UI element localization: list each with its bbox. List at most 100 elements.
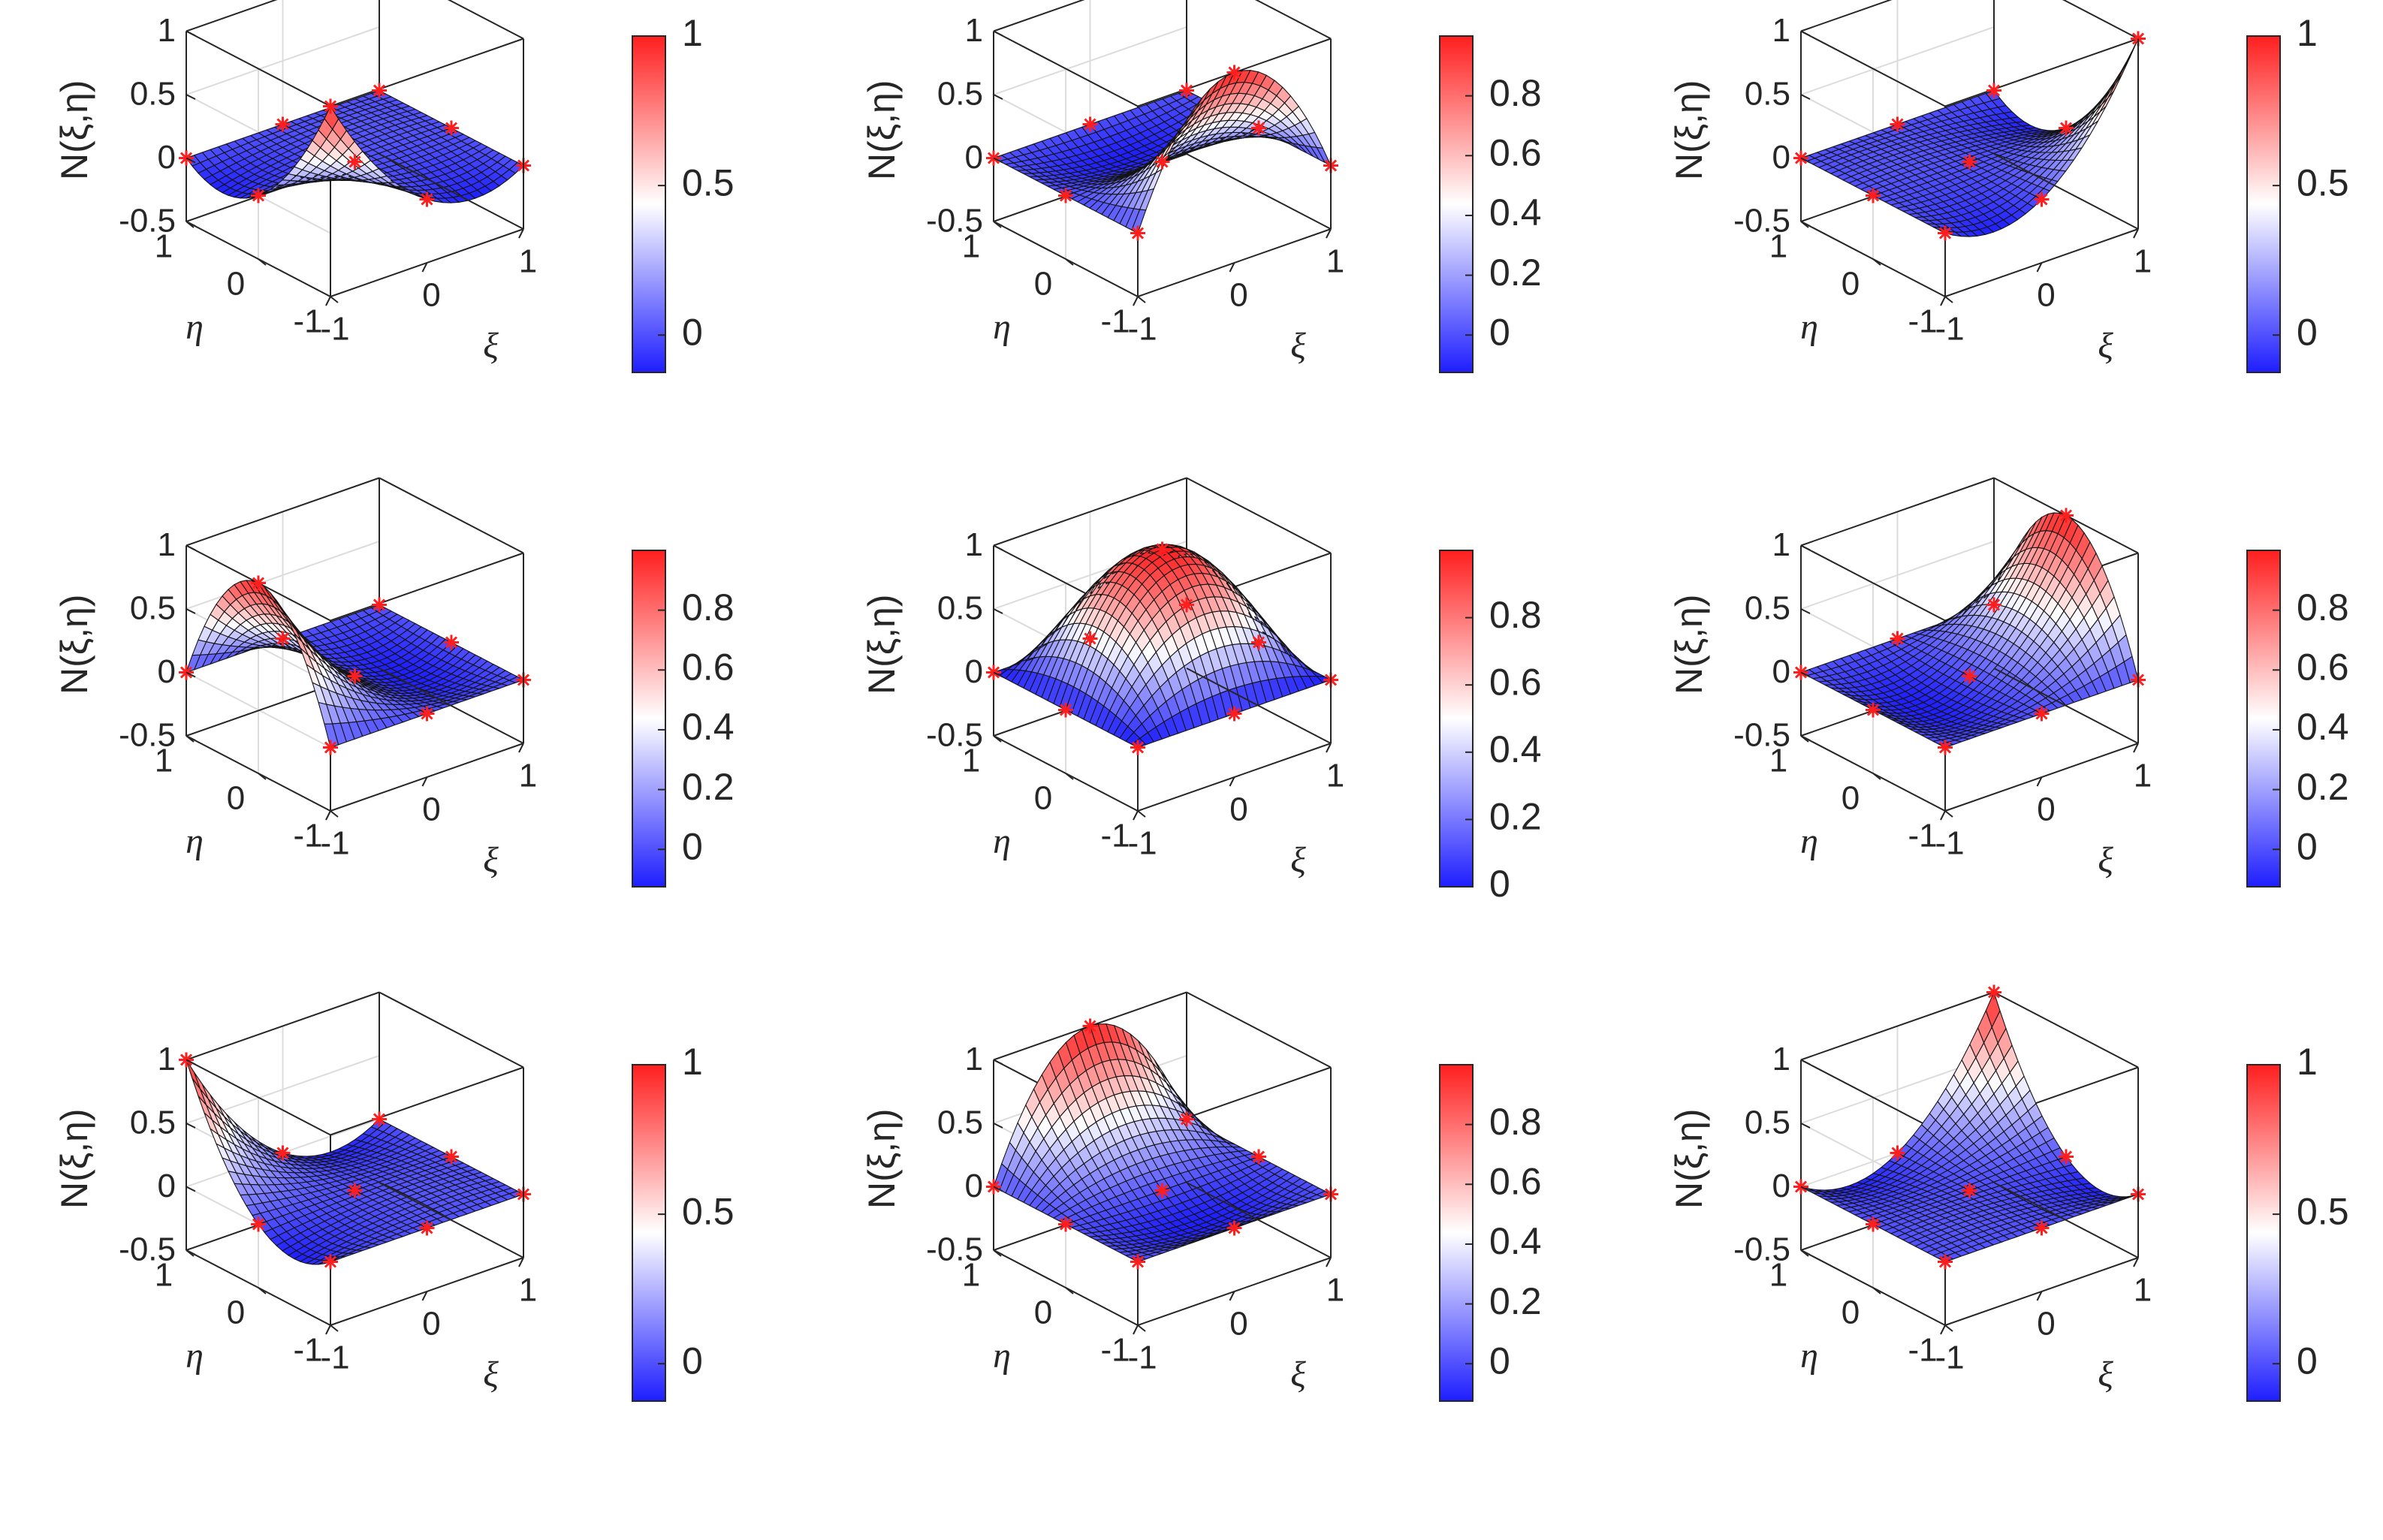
z-tick-mark <box>993 157 1003 164</box>
surface <box>1800 512 2139 749</box>
z-tick-mark <box>186 30 196 37</box>
xi-tick-label: 0 <box>422 791 440 828</box>
colorbar-tick-label: 0.8 <box>1489 594 1542 636</box>
z-tick-label: 1 <box>965 12 983 49</box>
colorbar-tick-label: 0.2 <box>1489 252 1542 294</box>
eta-axis-label: η <box>1800 307 1818 347</box>
axis-box-edge <box>379 153 524 230</box>
surface <box>993 1023 1332 1263</box>
surface <box>1800 38 2139 237</box>
colorbar-tick-label: 0 <box>1489 863 1510 905</box>
colorbar-tick-label: 0.5 <box>2297 161 2349 203</box>
node-marker <box>1251 120 1266 136</box>
axis-box-edge <box>447 0 524 40</box>
marker-stroke <box>373 84 386 97</box>
eta-axis-label: η <box>993 307 1011 347</box>
node-marker <box>275 631 291 646</box>
xi-tick-label: 0 <box>422 277 440 314</box>
xi-tick-mark <box>325 810 331 821</box>
surface <box>186 89 524 203</box>
eta-tick-mark <box>993 221 1002 228</box>
eta-tick-label: 1 <box>155 743 173 779</box>
z-tick-label: 0 <box>1772 139 1790 176</box>
colorbar-tick-label: 0.8 <box>2297 586 2349 628</box>
xi-tick-label: -1 <box>1935 825 1964 862</box>
node-marker <box>1082 631 1098 646</box>
xi-tick-label: 1 <box>2134 758 2152 794</box>
xi-tick-label: -1 <box>1127 311 1157 348</box>
z-tick-mark <box>186 608 196 614</box>
colorbar <box>1439 35 1474 373</box>
marker-stroke <box>1252 122 1265 134</box>
eta-tick-label: 0 <box>1842 780 1860 817</box>
eta-tick-mark <box>1137 296 1146 303</box>
node-marker <box>323 98 338 114</box>
z-tick-label: 0 <box>965 653 983 690</box>
node-marker <box>1890 631 1905 646</box>
z-tick-label: 0.5 <box>130 1105 176 1141</box>
colorbar-tick-label: 0.4 <box>2297 706 2349 748</box>
z-tick-mark <box>993 544 1003 551</box>
eta-axis-label: η <box>993 821 1011 861</box>
colorbar-tick-label: 0.2 <box>1489 796 1542 838</box>
eta-tick-mark <box>1944 810 1953 818</box>
xi-tick-mark <box>1940 296 1946 306</box>
xi-axis-label: ξ <box>2098 840 2113 880</box>
xi-tick-label: 1 <box>1326 243 1344 280</box>
xi-tick-label: 0 <box>422 1306 440 1343</box>
z-tick-mark <box>186 544 196 551</box>
node-marker <box>323 740 338 755</box>
node-marker <box>251 575 266 591</box>
z-tick-label: 0.5 <box>937 590 983 627</box>
xi-tick-mark <box>1326 228 1332 239</box>
node-marker <box>2034 191 2050 207</box>
eta-tick-label: -1 <box>293 303 322 340</box>
z-tick-mark <box>993 30 1003 37</box>
z-tick-label: 0.5 <box>937 76 983 113</box>
z-tick-mark <box>993 94 1003 100</box>
z-tick-label: 0 <box>158 1168 176 1204</box>
xi-tick-mark <box>1133 810 1139 821</box>
z-tick-mark <box>1800 608 1811 614</box>
eta-tick-label: -1 <box>1100 818 1130 854</box>
axis-box-edge <box>1800 30 1946 107</box>
xi-tick-label: 1 <box>1326 758 1344 794</box>
node-marker <box>347 668 363 684</box>
eta-axis-label: η <box>186 1336 204 1376</box>
node-marker <box>444 120 459 136</box>
axis-box-edge <box>186 30 331 107</box>
axis-box-edge <box>1800 0 1893 32</box>
z-tick-label: 0.5 <box>1745 590 1790 627</box>
surface <box>186 580 524 749</box>
node-marker <box>2059 508 2074 523</box>
xi-tick-label: -1 <box>320 311 349 348</box>
eta-axis-label: η <box>1800 821 1818 861</box>
marker-stroke <box>252 189 265 202</box>
axis-box-edge <box>993 30 1139 107</box>
xi-tick-label: 1 <box>519 243 537 280</box>
axis-box-edge <box>379 991 524 1068</box>
eta-tick-label: -1 <box>1908 818 1937 854</box>
eta-tick-label: 1 <box>962 228 980 265</box>
xi-tick-mark <box>421 262 428 273</box>
xi-tick-label: 0 <box>1229 791 1247 828</box>
colorbar-tick-label: 0.2 <box>2297 766 2349 808</box>
marker-stroke <box>421 193 433 206</box>
marker-stroke <box>324 100 337 113</box>
node-marker <box>275 116 291 132</box>
node-marker <box>2059 120 2074 136</box>
node-marker <box>275 1145 291 1161</box>
z-tick-label: 1 <box>1772 12 1790 49</box>
z-tick-label: 1 <box>158 1041 176 1077</box>
node-marker <box>323 1254 338 1270</box>
eta-tick-label: 0 <box>1034 266 1052 303</box>
z-tick-label: 0.5 <box>130 76 176 113</box>
eta-tick-mark <box>330 296 339 303</box>
xi-tick-label: -1 <box>320 1340 349 1376</box>
eta-tick-mark <box>1944 296 1953 303</box>
axis-box-edge <box>330 552 524 622</box>
marker-stroke <box>276 118 289 131</box>
